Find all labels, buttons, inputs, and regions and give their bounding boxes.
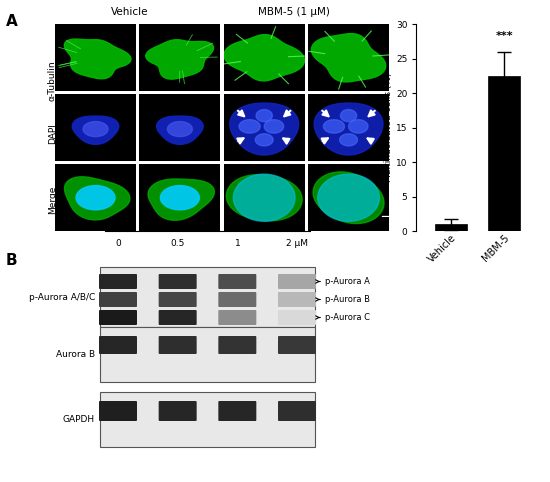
- FancyBboxPatch shape: [99, 274, 137, 289]
- Polygon shape: [161, 186, 199, 210]
- FancyBboxPatch shape: [218, 292, 256, 307]
- FancyBboxPatch shape: [278, 292, 316, 307]
- Polygon shape: [256, 109, 272, 121]
- FancyBboxPatch shape: [99, 401, 137, 421]
- Polygon shape: [230, 103, 299, 155]
- Text: p-Aurora C: p-Aurora C: [325, 313, 370, 322]
- Polygon shape: [318, 174, 380, 221]
- Text: Merge: Merge: [48, 186, 57, 214]
- Polygon shape: [167, 121, 192, 136]
- Text: p-Aurora B: p-Aurora B: [325, 295, 370, 304]
- Text: 0: 0: [115, 239, 121, 248]
- FancyBboxPatch shape: [99, 310, 137, 325]
- Text: A: A: [6, 14, 17, 29]
- Text: ─: ─: [381, 210, 389, 224]
- Polygon shape: [340, 134, 358, 146]
- FancyBboxPatch shape: [158, 274, 197, 289]
- Text: 2 μM: 2 μM: [286, 239, 308, 248]
- Text: 24 h: 24 h: [197, 218, 218, 228]
- Polygon shape: [233, 174, 295, 221]
- Text: 1: 1: [234, 239, 240, 248]
- FancyBboxPatch shape: [158, 336, 197, 354]
- Polygon shape: [76, 186, 115, 210]
- Text: Vehicle: Vehicle: [111, 7, 148, 17]
- Bar: [100, 267, 315, 327]
- Bar: [435, 225, 467, 231]
- FancyBboxPatch shape: [278, 336, 316, 354]
- Polygon shape: [349, 120, 368, 133]
- Polygon shape: [264, 120, 284, 133]
- FancyBboxPatch shape: [158, 292, 197, 307]
- FancyBboxPatch shape: [218, 274, 256, 289]
- FancyBboxPatch shape: [278, 274, 316, 289]
- FancyBboxPatch shape: [278, 310, 316, 325]
- Text: B: B: [6, 253, 17, 268]
- FancyBboxPatch shape: [99, 336, 137, 354]
- Polygon shape: [83, 121, 108, 136]
- Text: GAPDH: GAPDH: [63, 415, 95, 424]
- Text: Aurora B: Aurora B: [56, 350, 95, 359]
- Bar: [100, 392, 315, 447]
- FancyBboxPatch shape: [218, 401, 256, 421]
- Polygon shape: [311, 34, 386, 82]
- Polygon shape: [227, 174, 302, 221]
- Bar: [488, 76, 520, 231]
- Polygon shape: [64, 39, 131, 79]
- Polygon shape: [224, 35, 305, 81]
- Polygon shape: [157, 116, 203, 144]
- Text: p-Aurora A: p-Aurora A: [325, 277, 370, 286]
- Text: 0.5: 0.5: [170, 239, 185, 248]
- Polygon shape: [323, 120, 344, 133]
- FancyBboxPatch shape: [218, 310, 256, 325]
- FancyBboxPatch shape: [158, 310, 197, 325]
- FancyBboxPatch shape: [99, 292, 137, 307]
- FancyBboxPatch shape: [278, 401, 316, 421]
- Polygon shape: [340, 109, 356, 121]
- Polygon shape: [314, 103, 383, 155]
- Text: ***: ***: [496, 31, 513, 41]
- Polygon shape: [239, 120, 260, 133]
- Text: DAPI: DAPI: [48, 123, 57, 144]
- Bar: [100, 327, 315, 382]
- Polygon shape: [255, 134, 273, 146]
- Text: p-Aurora A/B/C: p-Aurora A/B/C: [29, 293, 95, 302]
- Polygon shape: [64, 177, 130, 220]
- Polygon shape: [72, 116, 119, 144]
- FancyBboxPatch shape: [218, 336, 256, 354]
- Polygon shape: [148, 179, 214, 220]
- FancyBboxPatch shape: [158, 401, 197, 421]
- Text: α-Tubulin: α-Tubulin: [48, 60, 57, 101]
- Polygon shape: [146, 40, 213, 79]
- Text: MBM-5 (1 μM): MBM-5 (1 μM): [258, 7, 330, 17]
- Y-axis label: Multinucleated cells (%): Multinucleated cells (%): [384, 73, 393, 183]
- Polygon shape: [313, 172, 384, 224]
